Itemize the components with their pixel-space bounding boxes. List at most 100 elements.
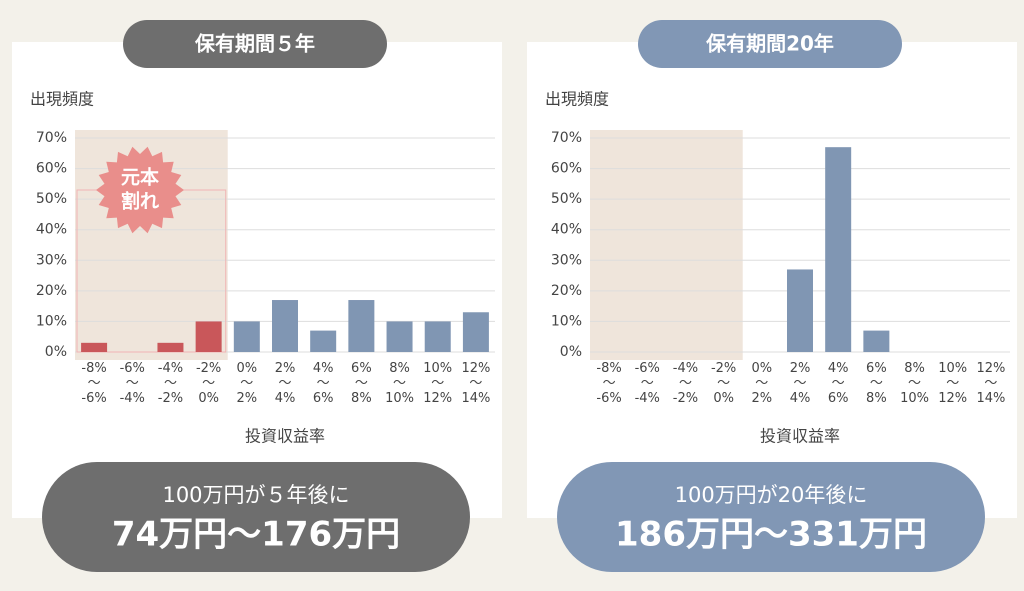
badge-text: 割れ xyxy=(121,190,159,213)
y-tick-label: 40% xyxy=(551,222,582,238)
x-tick-part: 12% xyxy=(938,391,967,406)
x-tick-label: -4%〜-2% xyxy=(673,361,698,406)
x-tick-label: 10%〜 12% xyxy=(423,361,452,406)
x-tick-part: 12% xyxy=(461,361,490,376)
x-tick-label: 8%〜 10% xyxy=(900,361,929,406)
x-tick-label: 2%〜 4% xyxy=(790,361,811,406)
x-tick-label: 2%〜 4% xyxy=(275,361,296,406)
x-tick-part: 14% xyxy=(976,391,1005,406)
x-tick-part: 〜 xyxy=(984,376,997,391)
y-tick-label: 10% xyxy=(36,313,67,329)
bar xyxy=(310,330,337,352)
x-tick-part: -6% xyxy=(635,361,660,376)
summary-pill xyxy=(42,462,470,572)
x-tick-part: 10% xyxy=(423,361,452,376)
chart-title: 保有期間５年 xyxy=(194,32,315,56)
y-tick-label: 60% xyxy=(36,161,67,177)
x-tick-part: 〜 xyxy=(870,376,883,391)
x-tick-part: 〜 xyxy=(317,376,330,391)
x-tick-part: -8% xyxy=(596,361,621,376)
x-tick-part: 0% xyxy=(198,391,219,406)
x-tick-part: 〜 xyxy=(240,376,253,391)
y-tick-label: 0% xyxy=(560,344,582,360)
x-tick-part: 〜 xyxy=(832,376,845,391)
y-tick-label: 0% xyxy=(45,344,67,360)
x-tick-label: -6%〜-4% xyxy=(635,361,660,406)
x-tick-label: 8%〜 10% xyxy=(385,361,414,406)
x-tick-part: 〜 xyxy=(908,376,921,391)
y-axis-title: 出現頻度 xyxy=(30,90,94,109)
x-tick-part: 8% xyxy=(351,391,372,406)
x-tick-part: -4% xyxy=(673,361,698,376)
x-tick-label: 6%〜 8% xyxy=(866,361,887,406)
x-tick-part: 0% xyxy=(237,361,258,376)
bar xyxy=(195,321,222,352)
x-tick-label: 12%〜 14% xyxy=(976,361,1005,406)
x-tick-part: 〜 xyxy=(679,376,692,391)
x-tick-part: -6% xyxy=(81,391,106,406)
x-tick-part: 14% xyxy=(461,391,490,406)
x-tick-label: -8%〜-6% xyxy=(81,361,106,406)
x-tick-part: 〜 xyxy=(755,376,768,391)
bar xyxy=(157,342,184,352)
y-tick-label: 30% xyxy=(551,252,582,268)
x-tick-part: 12% xyxy=(976,361,1005,376)
chart-title: 保有期間20年 xyxy=(705,32,834,56)
summary-range: 74万円〜176万円 xyxy=(112,515,400,555)
x-tick-part: 〜 xyxy=(88,376,101,391)
x-tick-part: 〜 xyxy=(431,376,444,391)
x-tick-part: 8% xyxy=(389,361,410,376)
x-tick-part: -2% xyxy=(673,391,698,406)
x-tick-label: 0%〜 2% xyxy=(752,361,773,406)
x-tick-part: 〜 xyxy=(202,376,215,391)
x-tick-label: 0%〜 2% xyxy=(237,361,258,406)
y-tick-label: 40% xyxy=(36,222,67,238)
x-tick-part: 〜 xyxy=(793,376,806,391)
x-tick-part: 〜 xyxy=(393,376,406,391)
x-tick-part: 2% xyxy=(237,391,258,406)
x-tick-part: 〜 xyxy=(126,376,139,391)
x-tick-part: 〜 xyxy=(717,376,730,391)
x-tick-label: 4%〜 6% xyxy=(313,361,334,406)
bar xyxy=(462,312,489,352)
y-tick-label: 20% xyxy=(36,283,67,299)
summary-line: 100万円が20年後に xyxy=(675,483,868,507)
badge xyxy=(96,146,184,234)
title-pill xyxy=(638,20,902,68)
x-tick-part: -4% xyxy=(120,391,145,406)
x-tick-part: 2% xyxy=(752,391,773,406)
x-tick-part: 4% xyxy=(790,391,811,406)
x-tick-part: 6% xyxy=(313,391,334,406)
x-tick-part: 4% xyxy=(275,391,296,406)
x-tick-part: -8% xyxy=(81,361,106,376)
x-tick-part: -6% xyxy=(120,361,145,376)
bar xyxy=(233,321,260,352)
loss-zone xyxy=(590,130,743,360)
x-tick-part: 2% xyxy=(790,361,811,376)
x-tick-label: 6%〜 8% xyxy=(351,361,372,406)
x-tick-part: -4% xyxy=(158,361,183,376)
x-tick-part: 4% xyxy=(313,361,334,376)
x-tick-part: 8% xyxy=(904,361,925,376)
bar xyxy=(386,321,413,352)
x-tick-label: -6%〜-4% xyxy=(120,361,145,406)
y-tick-label: 30% xyxy=(36,252,67,268)
summary-pill xyxy=(557,462,985,572)
x-tick-part: 2% xyxy=(275,361,296,376)
x-tick-part: 0% xyxy=(752,361,773,376)
badge-text: 元本 xyxy=(121,166,159,189)
x-axis-title: 投資収益率 xyxy=(245,427,325,446)
x-tick-part: 〜 xyxy=(641,376,654,391)
summary-range: 186万円〜331万円 xyxy=(615,515,927,555)
x-tick-part: 〜 xyxy=(946,376,959,391)
x-tick-part: -4% xyxy=(635,391,660,406)
title-pill xyxy=(123,20,387,68)
bar xyxy=(424,321,451,352)
x-tick-part: 〜 xyxy=(278,376,291,391)
bar xyxy=(787,269,813,352)
y-tick-label: 60% xyxy=(551,161,582,177)
x-axis-title: 投資収益率 xyxy=(760,427,840,446)
x-tick-label: 10%〜 12% xyxy=(938,361,967,406)
x-tick-part: 〜 xyxy=(164,376,177,391)
